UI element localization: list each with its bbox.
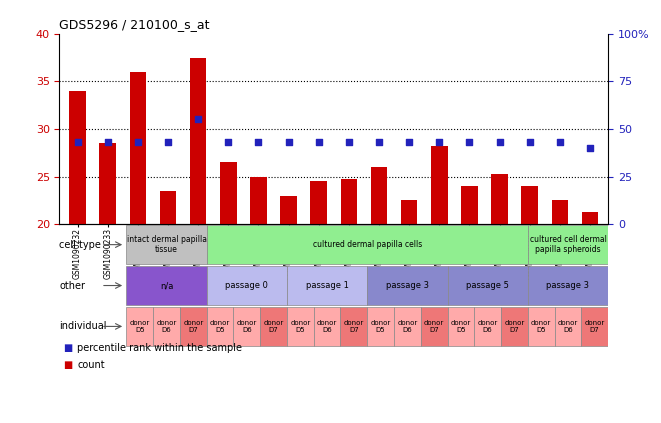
Bar bbox=[491, 174, 508, 224]
Text: count: count bbox=[77, 360, 105, 370]
Text: donor
D7: donor D7 bbox=[504, 320, 525, 333]
Bar bbox=[421, 307, 447, 346]
Point bbox=[404, 139, 414, 146]
Bar bbox=[528, 266, 608, 305]
Text: donor
D6: donor D6 bbox=[237, 320, 257, 333]
Text: donor
D5: donor D5 bbox=[290, 320, 311, 333]
Point bbox=[555, 139, 565, 146]
Point bbox=[434, 139, 445, 146]
Bar bbox=[287, 266, 368, 305]
Point bbox=[585, 145, 596, 151]
Point bbox=[72, 139, 83, 146]
Text: donor
D5: donor D5 bbox=[210, 320, 230, 333]
Text: cell type: cell type bbox=[59, 240, 101, 250]
Bar bbox=[220, 162, 237, 224]
Bar bbox=[447, 307, 475, 346]
Text: other: other bbox=[59, 280, 85, 291]
Bar bbox=[368, 266, 447, 305]
Bar bbox=[160, 191, 176, 224]
Point bbox=[464, 139, 475, 146]
Text: ■: ■ bbox=[63, 360, 72, 370]
Bar bbox=[280, 196, 297, 224]
Text: donor
D5: donor D5 bbox=[531, 320, 551, 333]
Bar bbox=[99, 143, 116, 224]
Text: ■: ■ bbox=[63, 343, 72, 353]
Bar bbox=[130, 72, 146, 224]
Point bbox=[284, 139, 294, 146]
Point bbox=[494, 139, 505, 146]
Text: individual: individual bbox=[59, 321, 107, 331]
Bar bbox=[528, 225, 608, 264]
Text: passage 3: passage 3 bbox=[386, 281, 429, 290]
Bar bbox=[207, 266, 287, 305]
Bar bbox=[153, 307, 180, 346]
Text: donor
D7: donor D7 bbox=[424, 320, 444, 333]
Bar bbox=[431, 146, 447, 224]
Bar bbox=[461, 186, 478, 224]
Text: donor
D7: donor D7 bbox=[183, 320, 204, 333]
Point bbox=[163, 139, 173, 146]
Text: percentile rank within the sample: percentile rank within the sample bbox=[77, 343, 243, 353]
Text: intact dermal papilla
tissue: intact dermal papilla tissue bbox=[126, 235, 206, 254]
Bar bbox=[126, 307, 153, 346]
Point bbox=[524, 139, 535, 146]
Point bbox=[253, 139, 264, 146]
Bar bbox=[126, 266, 207, 305]
Bar bbox=[582, 307, 608, 346]
Bar bbox=[394, 307, 421, 346]
Text: donor
D6: donor D6 bbox=[397, 320, 418, 333]
Bar bbox=[287, 307, 314, 346]
Bar bbox=[250, 177, 267, 224]
Bar bbox=[260, 307, 287, 346]
Bar bbox=[69, 91, 86, 224]
Bar bbox=[340, 307, 368, 346]
Bar bbox=[233, 307, 260, 346]
Text: donor
D5: donor D5 bbox=[130, 320, 150, 333]
Bar bbox=[528, 307, 555, 346]
Bar bbox=[475, 307, 501, 346]
Text: donor
D7: donor D7 bbox=[264, 320, 284, 333]
Point bbox=[223, 139, 233, 146]
Text: donor
D6: donor D6 bbox=[558, 320, 578, 333]
Bar bbox=[311, 181, 327, 224]
Bar bbox=[447, 266, 528, 305]
Bar bbox=[190, 58, 206, 224]
Text: donor
D5: donor D5 bbox=[371, 320, 391, 333]
Text: donor
D7: donor D7 bbox=[344, 320, 364, 333]
Point bbox=[193, 116, 204, 123]
Text: donor
D5: donor D5 bbox=[451, 320, 471, 333]
Text: passage 3: passage 3 bbox=[547, 281, 590, 290]
Point bbox=[313, 139, 324, 146]
Point bbox=[373, 139, 384, 146]
Bar bbox=[582, 212, 598, 224]
Text: passage 5: passage 5 bbox=[466, 281, 509, 290]
Bar bbox=[340, 179, 357, 224]
Bar bbox=[551, 201, 568, 224]
Bar bbox=[126, 225, 207, 264]
Text: cultured dermal papilla cells: cultured dermal papilla cells bbox=[313, 240, 422, 249]
Point bbox=[102, 139, 113, 146]
Text: passage 1: passage 1 bbox=[305, 281, 348, 290]
Bar bbox=[522, 186, 538, 224]
Point bbox=[344, 139, 354, 146]
Text: n/a: n/a bbox=[160, 281, 173, 290]
Text: donor
D6: donor D6 bbox=[477, 320, 498, 333]
Text: cultured cell dermal
papilla spheroids: cultured cell dermal papilla spheroids bbox=[529, 235, 606, 254]
Bar bbox=[368, 307, 394, 346]
Bar bbox=[555, 307, 582, 346]
Bar bbox=[207, 225, 528, 264]
Text: GDS5296 / 210100_s_at: GDS5296 / 210100_s_at bbox=[59, 18, 210, 31]
Text: donor
D6: donor D6 bbox=[157, 320, 176, 333]
Text: passage 0: passage 0 bbox=[225, 281, 268, 290]
Text: donor
D6: donor D6 bbox=[317, 320, 337, 333]
Bar bbox=[501, 307, 528, 346]
Bar bbox=[371, 167, 387, 224]
Bar bbox=[401, 201, 418, 224]
Point bbox=[133, 139, 143, 146]
Text: donor
D7: donor D7 bbox=[584, 320, 605, 333]
Bar bbox=[207, 307, 233, 346]
Bar bbox=[180, 307, 207, 346]
Bar bbox=[314, 307, 340, 346]
